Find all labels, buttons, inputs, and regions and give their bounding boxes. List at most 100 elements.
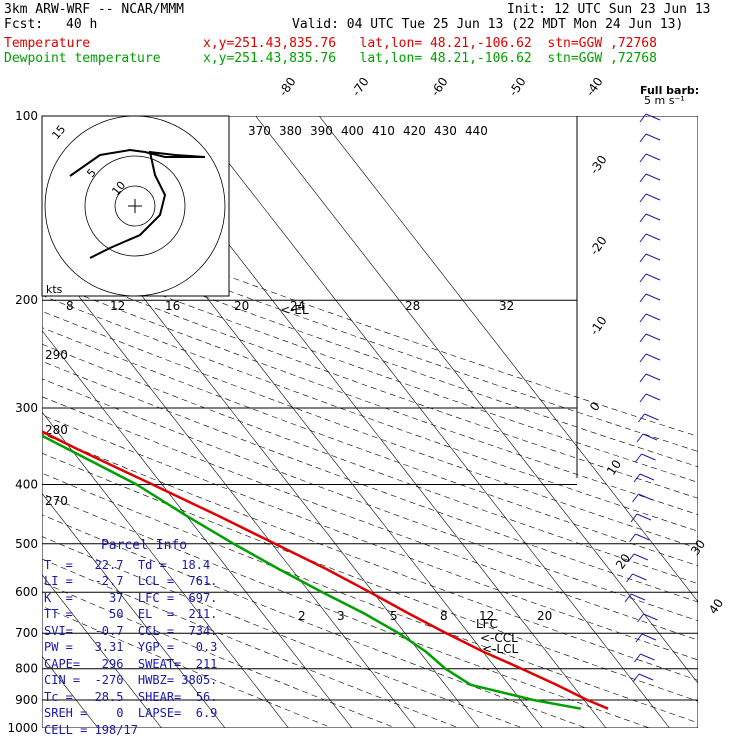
parcel-row-sreh: SREH = 0 LAPSE= 6.9 xyxy=(44,706,218,720)
mixing-ratio-label-low: 8 xyxy=(440,609,448,623)
pressure-label: 200 xyxy=(15,293,38,307)
dry-adiabat xyxy=(42,264,698,499)
dry-adiabat xyxy=(42,452,698,702)
isotherm-label: -30 xyxy=(587,153,610,177)
wind-barb xyxy=(645,253,661,261)
mixing-ratio-label-low: 3 xyxy=(337,609,345,623)
parcel-row-cell: CELL = 198/17 xyxy=(44,722,138,737)
barb-legend-line1: Full barb: xyxy=(640,84,699,97)
wind-barb xyxy=(636,513,652,521)
wind-barb xyxy=(630,593,646,601)
pressure-label: 500 xyxy=(15,537,38,551)
parcel-row-pw: PW = 3.31 YGP = 0.3 xyxy=(44,640,218,654)
wind-barb xyxy=(642,433,658,441)
dry-adiabat xyxy=(42,249,698,483)
wind-barb-flag xyxy=(632,673,640,683)
theta-label: 280 xyxy=(45,423,68,437)
wind-barb-flag xyxy=(627,553,635,563)
wind-barb-flag xyxy=(639,233,647,243)
isotherm xyxy=(42,492,226,728)
hodograph-ring-15 xyxy=(44,116,226,296)
isotherm xyxy=(42,248,416,728)
wind-barb xyxy=(645,293,661,301)
wind-barb xyxy=(645,233,661,241)
wind-barb-flag xyxy=(626,573,633,583)
mixing-ratio-label: 28 xyxy=(405,299,420,313)
pressure-label: 900 xyxy=(15,693,38,707)
init-time: Init: 12 UTC Sun 23 Jun 13 xyxy=(507,2,711,17)
parcel-row-t: T = 22.7 Td = 18.4 xyxy=(44,557,211,572)
wind-barb-flag xyxy=(639,153,647,163)
wind-barb-flag xyxy=(633,473,641,483)
parcel-info-panel: Parcel Info T = 22.7 Td = 18.4 LI = -2.7… xyxy=(44,538,244,738)
level-marker: <-CCL xyxy=(480,631,518,645)
parcel-row-svi: SVI= -0.7 CCL = 734. xyxy=(44,623,218,638)
wind-barb xyxy=(645,133,661,141)
dry-adiabat xyxy=(42,343,698,585)
theta-label: 270 xyxy=(45,494,68,508)
wind-barb-flag xyxy=(639,273,647,283)
mixing-ratio-label: 24 xyxy=(290,299,305,313)
isotherm xyxy=(318,116,698,603)
wind-barb-flag xyxy=(635,453,642,463)
forecast-hour: 40 h xyxy=(66,17,98,32)
mixing-ratio-label: 20 xyxy=(234,299,249,313)
wind-barb-flag xyxy=(632,493,639,503)
theta-e-label: 430 xyxy=(434,124,457,138)
temperature-location: x,y=251.43,835.76 lat,lon= 48.21,-106.62… xyxy=(203,36,657,51)
temperature-legend: Temperature xyxy=(4,36,91,51)
isotherm-label: 40 xyxy=(706,596,726,617)
isotherm-label: -70 xyxy=(349,75,372,99)
parcel-row-cin: CIN = -270 HWBZ= 3805. xyxy=(44,673,218,687)
isotherm xyxy=(255,116,698,684)
isotherm-label: -80 xyxy=(276,75,299,99)
isotherm-label: -40 xyxy=(583,75,606,99)
wind-barb-flag xyxy=(636,433,644,443)
wind-barb xyxy=(645,353,661,361)
wind-barb-flag xyxy=(639,173,647,183)
hodograph-ring-5 xyxy=(114,185,156,227)
mixing-ratio-label: 32 xyxy=(499,299,514,313)
pressure-label: 800 xyxy=(15,662,38,676)
wind-barb-flag xyxy=(639,213,647,223)
theta-label: 290 xyxy=(45,348,68,362)
parcel-row-cape: CAPE= 296 SWEAT= 211 xyxy=(44,656,218,671)
mixing-ratio-label: 16 xyxy=(165,299,180,313)
wind-barb-flag xyxy=(639,333,647,343)
level-marker: LFC xyxy=(476,617,498,631)
theta-e-label: 440 xyxy=(465,124,488,138)
dry-adiabat xyxy=(42,295,698,532)
hodograph: 5 10 15 kts xyxy=(41,115,230,297)
sounding-profiles xyxy=(42,430,609,710)
hodograph-trace xyxy=(69,148,206,259)
theta-e-label: 400 xyxy=(341,124,364,138)
wind-barb-flag xyxy=(637,613,644,623)
isotherm-label: 20 xyxy=(613,551,633,572)
wind-barb xyxy=(645,333,661,341)
level-marker: <-EL xyxy=(280,303,309,317)
wind-barb-flag xyxy=(639,253,647,263)
mixing-ratio-label-low: 20 xyxy=(537,609,552,623)
wind-barb xyxy=(645,313,661,321)
isotherm xyxy=(42,574,162,728)
wind-barb xyxy=(638,673,654,681)
hodograph-units: kts xyxy=(46,283,63,296)
wind-barb xyxy=(640,653,655,661)
isotherm-label: -10 xyxy=(587,314,610,338)
dry-adiabat xyxy=(42,360,698,603)
isotherm xyxy=(191,116,670,728)
dry-adiabat xyxy=(42,310,698,549)
pressure-label: 300 xyxy=(15,401,38,415)
dry-adiabat xyxy=(42,206,698,437)
mixing-ratio-label-low: 5 xyxy=(390,609,398,623)
theta-e-label: 380 xyxy=(279,124,302,138)
wind-barb xyxy=(645,393,661,401)
wind-barb xyxy=(641,633,657,641)
parcel-row-li: LI = -2.7 LCL = 761. xyxy=(44,574,218,588)
wind-barbs xyxy=(624,113,661,683)
isotherm xyxy=(42,411,289,728)
dewpoint-line xyxy=(42,434,582,710)
wind-barb xyxy=(645,193,661,201)
pressure-label: 100 xyxy=(15,109,38,123)
